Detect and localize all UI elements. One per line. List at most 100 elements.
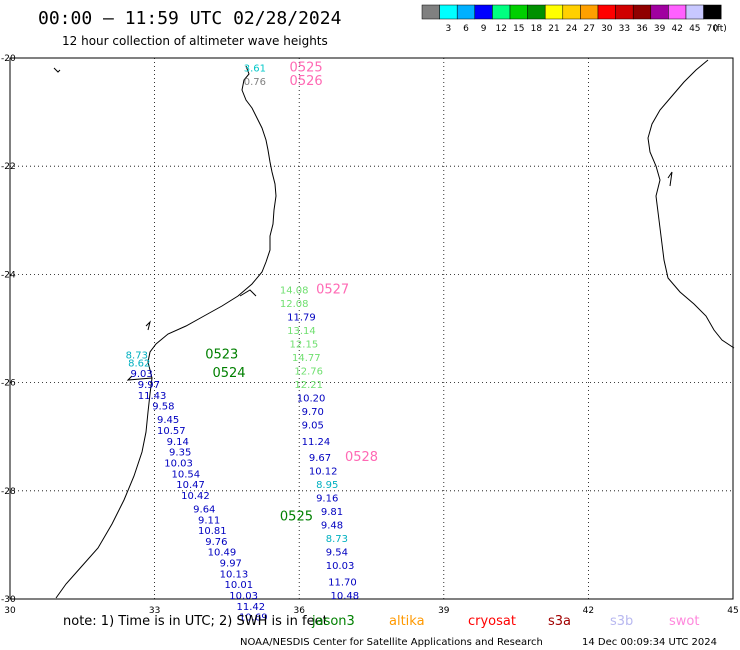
wave-height-label: 10.54 — [171, 469, 200, 480]
legend-swatch — [597, 4, 616, 20]
legend-label: 3 — [446, 24, 452, 34]
legend-swatch — [492, 4, 511, 20]
wave-height-label: 12.08 — [280, 299, 309, 310]
wave-height-label: 10.47 — [176, 480, 205, 491]
pass-label: 0523 — [205, 347, 238, 362]
mission-label: cryosat — [468, 614, 516, 629]
legend-swatch — [668, 4, 687, 20]
pass-label: 0526 — [290, 74, 323, 89]
legend-label: 24 — [566, 24, 578, 34]
wave-height-label: 9.16 — [316, 494, 338, 505]
map-title: 00:00 – 11:59 UTC 02/28/2024 — [38, 8, 341, 29]
legend-label: 36 — [636, 24, 648, 34]
legend-label: 6 — [463, 24, 469, 34]
color-legend: 3 6 9 12 15 18 21 24 27 30 33 36 39 42 45 70(ft) — [421, 4, 727, 34]
wave-height-label: 9.48 — [321, 521, 343, 532]
wave-height-label: 10.20 — [297, 394, 326, 405]
legend-label: 39 — [654, 24, 666, 34]
wave-height-label: 11.70 — [328, 577, 357, 588]
wave-height-label: 11.79 — [287, 312, 316, 323]
wave-height-label: 10.03 — [164, 458, 193, 469]
legend-swatch — [580, 4, 599, 20]
wave-height-label: 11.43 — [138, 391, 167, 402]
wave-height-label: 9.45 — [157, 415, 179, 426]
wave-height-label: 3.61 — [244, 64, 266, 75]
wave-height-label: 10.03 — [229, 591, 258, 602]
legend-label: 9 — [481, 24, 487, 34]
wave-height-label: 10.01 — [224, 580, 253, 591]
wave-height-label: 10.49 — [208, 548, 237, 559]
coastline — [53, 59, 735, 599]
wave-height-labels: 3.61 0.76 14.08 12.08 11.79 13.14 12.15 14.77 12… — [126, 64, 359, 624]
legend-swatch — [474, 4, 493, 20]
wave-height-label: 0.76 — [244, 77, 266, 88]
pass-label: 0524 — [212, 366, 245, 381]
pass-label: 0528 — [345, 450, 378, 465]
mission-label: s3b — [610, 614, 633, 629]
pass-label: 0525 — [280, 510, 313, 525]
wave-height-label: 9.67 — [309, 453, 331, 464]
mission-label: jason3 — [311, 614, 355, 629]
legend-swatch — [632, 4, 652, 20]
plot-frame — [9, 57, 734, 600]
wave-height-label: 9.54 — [326, 548, 348, 559]
wave-height-label: 8.95 — [316, 480, 338, 491]
africa-coastline — [55, 65, 277, 599]
wave-height-label: 9.05 — [302, 421, 324, 432]
wave-height-label: 10.13 — [220, 569, 249, 580]
lat-tick-label: -22 — [1, 162, 16, 172]
lat-tick-label: -20 — [1, 54, 16, 64]
wave-height-label: 9.03 — [131, 369, 153, 380]
lon-tick-label: 33 — [149, 606, 160, 616]
wave-height-label: 13.14 — [287, 326, 316, 337]
wave-height-label: 9.97 — [220, 559, 242, 570]
wave-height-label: 8.62 — [128, 358, 150, 369]
legend-label: 18 — [531, 24, 543, 34]
wave-height-label: 9.64 — [193, 504, 215, 515]
lon-tick-label: 42 — [583, 606, 594, 616]
legend-swatch — [703, 4, 722, 20]
lat-tick-label: -30 — [1, 595, 16, 605]
lon-tick-label: 39 — [438, 606, 450, 616]
legend-label: 21 — [548, 24, 559, 34]
wave-height-label: 9.81 — [321, 507, 343, 518]
legend-swatch — [544, 4, 564, 20]
legend-swatch — [615, 4, 634, 20]
wave-height-label: 10.69 — [239, 613, 268, 624]
wave-height-label: 9.35 — [169, 448, 191, 459]
legend-label: 30 — [601, 24, 613, 34]
legend-swatch — [421, 4, 440, 20]
wave-height-label: 10.42 — [181, 491, 210, 502]
mission-legend: jason3 altika cryosat s3a s3b swot — [311, 614, 699, 629]
wave-height-label: 9.97 — [138, 380, 160, 391]
graticule — [10, 58, 733, 599]
legend-label: 15 — [513, 24, 524, 34]
legend-label: 45 — [689, 24, 700, 34]
lat-tick-label: -24 — [1, 270, 16, 280]
mission-label: swot — [669, 614, 699, 629]
lat-tick-label: -28 — [1, 487, 16, 497]
legend-label: 70 — [707, 24, 719, 34]
wave-height-label: 9.70 — [302, 407, 324, 418]
wave-height-label: 11.42 — [237, 602, 266, 613]
legend-swatch — [527, 4, 546, 20]
lon-tick-label: 30 — [4, 606, 16, 616]
legend-label: 33 — [619, 24, 630, 34]
wave-height-label: 12.15 — [290, 339, 319, 350]
legend-label: 12 — [495, 24, 506, 34]
wave-height-label: 12.76 — [294, 366, 323, 377]
wave-height-label: 10.48 — [331, 591, 360, 602]
axis-ticks: 30 33 36 39 42 45 -20 -22 -24 -26 -28 -30 — [1, 54, 739, 616]
pass-label: 0525 — [290, 61, 323, 76]
legend-label: 42 — [671, 24, 682, 34]
legend-swatch — [685, 4, 704, 20]
wave-height-label: 8.73 — [326, 534, 348, 545]
legend-swatch — [456, 4, 476, 20]
wave-height-label: 10.57 — [157, 426, 186, 437]
lon-tick-label: 45 — [727, 606, 738, 616]
wave-height-label: 12.21 — [294, 380, 323, 391]
wave-height-label: 14.77 — [292, 353, 321, 364]
map-subtitle: 12 hour collection of altimeter wave hei… — [62, 34, 328, 48]
